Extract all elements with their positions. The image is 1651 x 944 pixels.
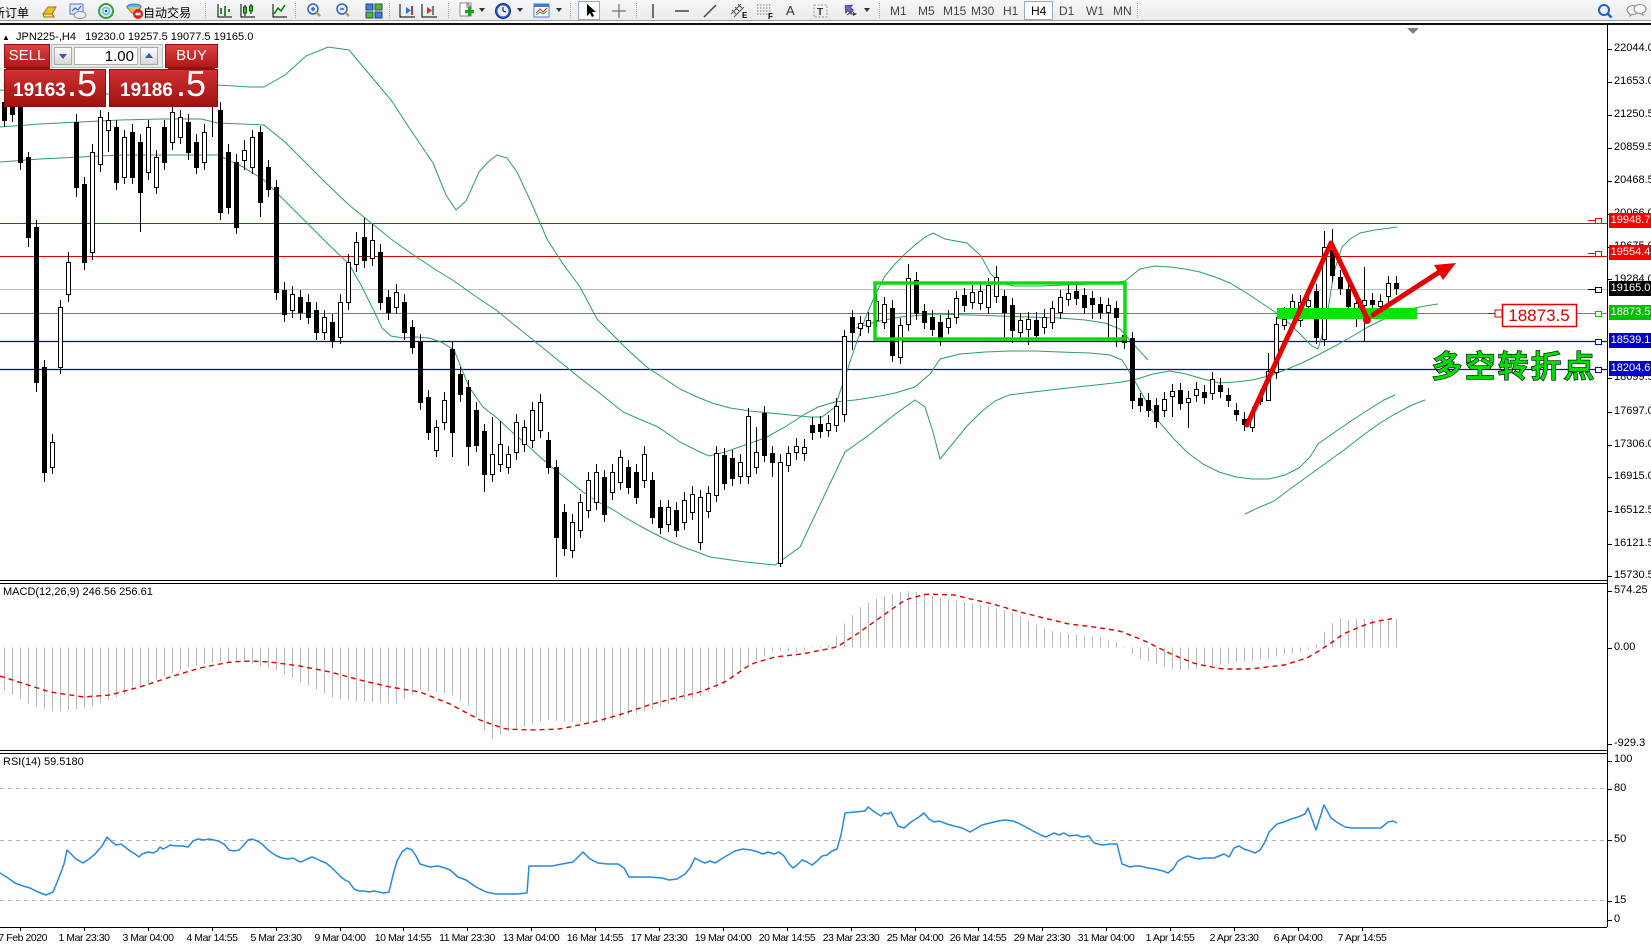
svg-text:T: T (817, 7, 823, 18)
svg-text:F: F (768, 12, 773, 20)
svg-text:多空转折点: 多空转折点 (1432, 351, 1597, 384)
svg-text:18873.5: 18873.5 (1508, 306, 1569, 325)
svg-text:E: E (742, 11, 748, 20)
